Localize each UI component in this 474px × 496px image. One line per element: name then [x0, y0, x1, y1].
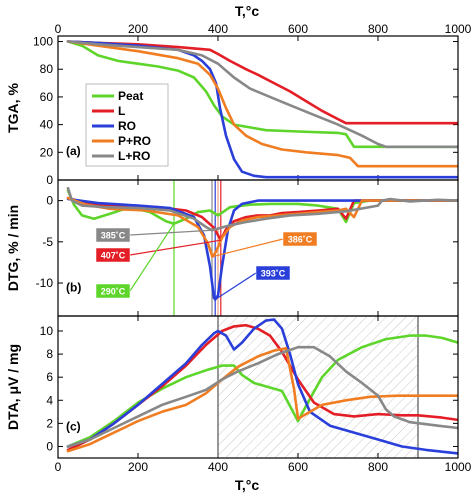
callout-box	[255, 265, 291, 281]
panel-tga: 0 20 40 60 80 100 TGA, % (a)	[5, 35, 459, 187]
series-group	[66, 318, 458, 455]
panel-dta: 0 2 4 6 8 10 DTA, μV / mg (c)	[5, 315, 459, 459]
callout-label: 385˚C	[101, 231, 126, 241]
callout-label: 407˚C	[101, 251, 126, 261]
callout-label: 393˚C	[261, 269, 286, 279]
series-line-ro	[66, 318, 458, 455]
legend-entry-label: Peat	[118, 89, 143, 103]
y-tick-label: 8	[46, 347, 53, 361]
legend-entry-label: L+RO	[118, 149, 150, 163]
callout-label: 386˚C	[288, 235, 313, 245]
callout-box	[282, 231, 318, 247]
y-tick-label: 0	[46, 439, 53, 453]
callout-box	[95, 247, 131, 263]
series-line-l	[66, 40, 458, 125]
x-tick-label-top: 0	[55, 22, 62, 36]
series-line-ro	[66, 197, 458, 301]
series-line-peat	[66, 40, 458, 149]
x-tick-label-top: 1000	[445, 22, 472, 36]
legend-entry-label: RO	[118, 119, 136, 133]
y-tick-label: 60	[40, 90, 54, 104]
series-line-l-plus-ro	[66, 186, 458, 232]
y-tick-label: 80	[40, 62, 54, 76]
panel-label: (a)	[66, 144, 81, 158]
callout-leader-line	[129, 223, 175, 292]
callout-box	[95, 227, 131, 243]
y-tick-label: -5	[42, 235, 53, 249]
y-tick-label: 100	[33, 35, 53, 49]
callout-leader-line	[129, 229, 213, 236]
x-axis-label-bottom: T,°c	[235, 477, 259, 493]
y-axis-label: DTG, % / min	[5, 205, 21, 291]
x-tick-label-top: 600	[288, 22, 308, 36]
x-tick-label-bottom: 600	[288, 460, 308, 474]
panel-label: (b)	[66, 280, 81, 294]
x-tick-label-bottom: 1000	[445, 460, 472, 474]
dtg-callouts: 385˚C 407˚C 290˚C 386˚C 393˚C	[95, 223, 318, 301]
panel-dtg: 0 -5 -10 DTG, % / min (b)	[5, 179, 459, 317]
x-tick-label-bottom: 800	[368, 460, 388, 474]
series-line-l-plus-ro	[66, 40, 458, 149]
series-line-l-plus-ro	[66, 345, 458, 448]
x-tick-label-bottom: 0	[55, 460, 62, 474]
series-line-p-plus-ro	[66, 347, 458, 453]
y-tick-label: 6	[46, 370, 53, 384]
y-tick-label: -10	[36, 276, 54, 290]
panels-layer: 0020020040040060060080080010001000020406…	[5, 22, 472, 474]
y-axis-label: TGA, %	[5, 83, 21, 133]
series-group	[66, 40, 458, 179]
x-axis-label-top: T,°c	[235, 3, 259, 19]
x-tick-label-top: 400	[208, 22, 228, 36]
callout-leader-line	[212, 238, 284, 258]
x-tick-label-top: 200	[128, 22, 148, 36]
y-tick-label: 4	[46, 393, 53, 407]
x-tick-label-bottom: 400	[208, 460, 228, 474]
callout-box	[95, 283, 131, 299]
plot-frame	[57, 315, 459, 459]
callout-label: 290˚C	[101, 287, 126, 297]
legend-entry-label: P+RO	[118, 134, 151, 148]
y-tick-label: 0	[46, 194, 53, 208]
y-tick-label: 10	[40, 324, 54, 338]
callout-leader-line	[214, 272, 257, 301]
series-line-p-plus-ro	[66, 40, 458, 168]
callout-leader-line	[129, 239, 221, 256]
series-line-p-plus-ro	[66, 196, 458, 258]
y-axis-label: DTA, μV / mg	[5, 344, 21, 430]
x-tick-label-top: 800	[368, 22, 388, 36]
panel-label: (c)	[66, 419, 81, 433]
series-group	[66, 186, 458, 301]
y-tick-label: 2	[46, 416, 53, 430]
y-tick-label: 40	[40, 118, 54, 132]
legend-entry-label: L	[118, 104, 125, 118]
y-tick-label: 20	[40, 145, 54, 159]
y-tick-label: 0	[46, 173, 53, 187]
x-tick-label-bottom: 200	[128, 460, 148, 474]
